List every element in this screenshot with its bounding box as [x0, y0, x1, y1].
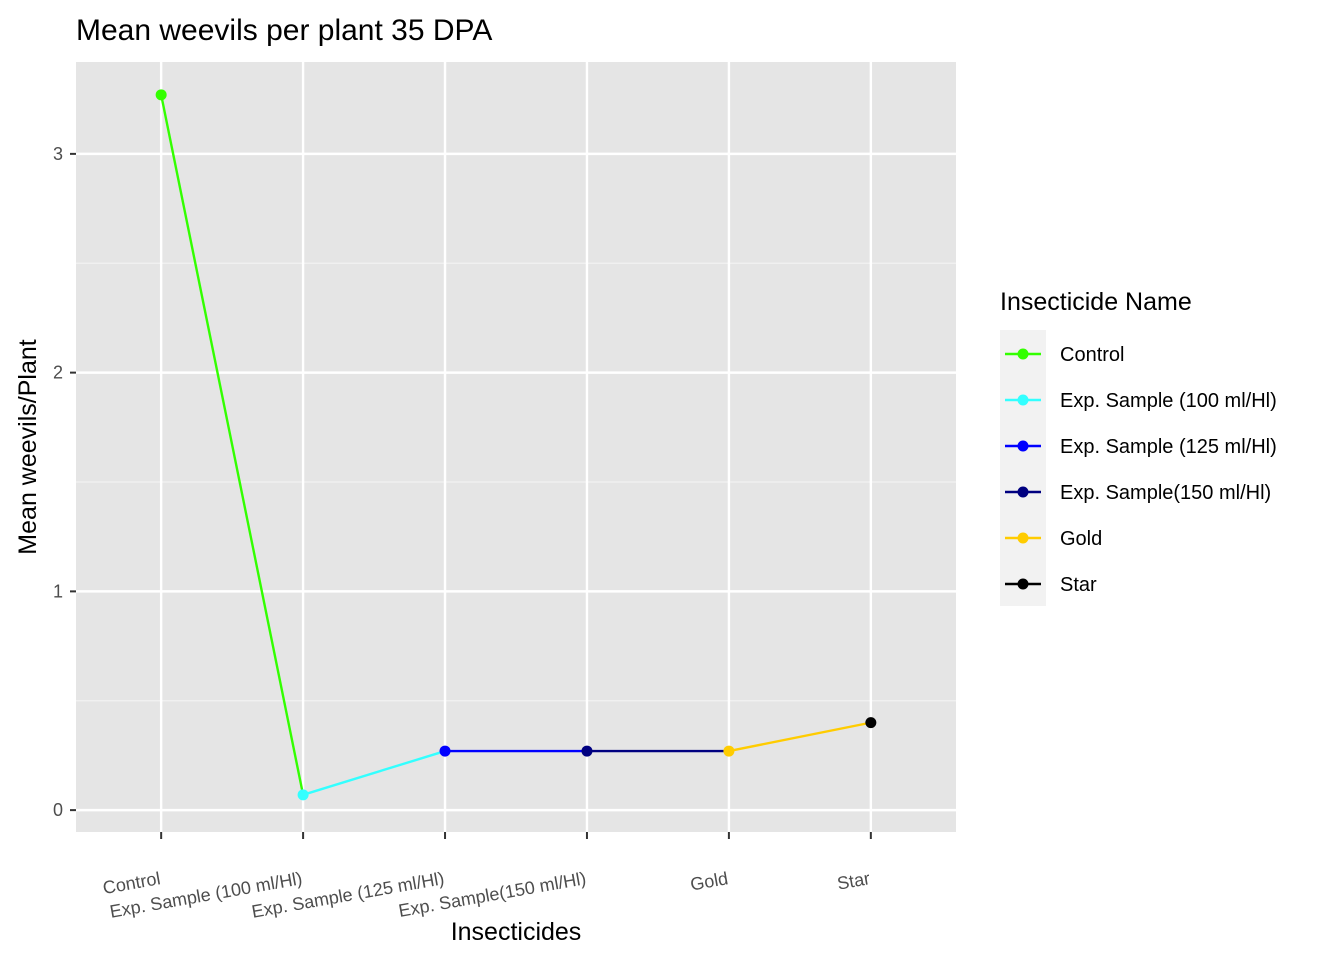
legend-title: Insecticide Name	[1000, 288, 1192, 316]
data-point	[723, 745, 735, 757]
legend-key-point	[1017, 440, 1029, 452]
data-point	[439, 745, 451, 757]
series-lines	[159, 94, 872, 796]
minor-gridlines	[76, 262, 956, 702]
y-tick-label: 0	[53, 800, 63, 820]
legend-key-point	[1017, 394, 1029, 406]
legend-key-background	[1000, 330, 1046, 606]
legend-key-point	[1017, 578, 1029, 590]
legend-label: Exp. Sample (125 ml/Hl)	[1060, 436, 1277, 458]
x-tick-label: Star	[836, 868, 872, 893]
series-segment-Control	[159, 94, 305, 796]
series-segment-Exp. Sample (100 ml/Hl)	[302, 749, 446, 796]
data-point	[581, 745, 593, 757]
chart-title: Mean weevils per plant 35 DPA	[76, 14, 492, 47]
legend-key-point	[1017, 486, 1029, 498]
legend-key-point	[1017, 348, 1029, 360]
legend-label: Exp. Sample (100 ml/Hl)	[1060, 390, 1277, 412]
legend-label: Control	[1060, 344, 1124, 366]
data-point	[297, 789, 309, 801]
major-gridlines	[76, 62, 956, 832]
x-axis-title: Insecticides	[451, 918, 582, 946]
legend-label: Star	[1060, 574, 1097, 596]
plot-panel	[76, 62, 956, 832]
data-point	[155, 89, 167, 101]
y-axis: 0 1 2 3	[53, 144, 76, 820]
data-point	[865, 717, 877, 729]
series-segment-Gold	[728, 721, 872, 753]
y-tick-label: 2	[53, 363, 63, 383]
y-tick-label: 3	[53, 144, 63, 164]
x-tick-label: Gold	[689, 868, 730, 894]
y-axis-title: Mean weevils/Plant	[14, 339, 42, 554]
legend-key-point	[1017, 532, 1029, 544]
legend-label: Exp. Sample(150 ml/Hl)	[1060, 482, 1271, 504]
legend-label: Gold	[1060, 528, 1102, 550]
series-points	[155, 89, 877, 801]
y-tick-label: 1	[53, 581, 63, 601]
legend: Insecticide Name Control Exp. Sample (100…	[1000, 288, 1277, 606]
